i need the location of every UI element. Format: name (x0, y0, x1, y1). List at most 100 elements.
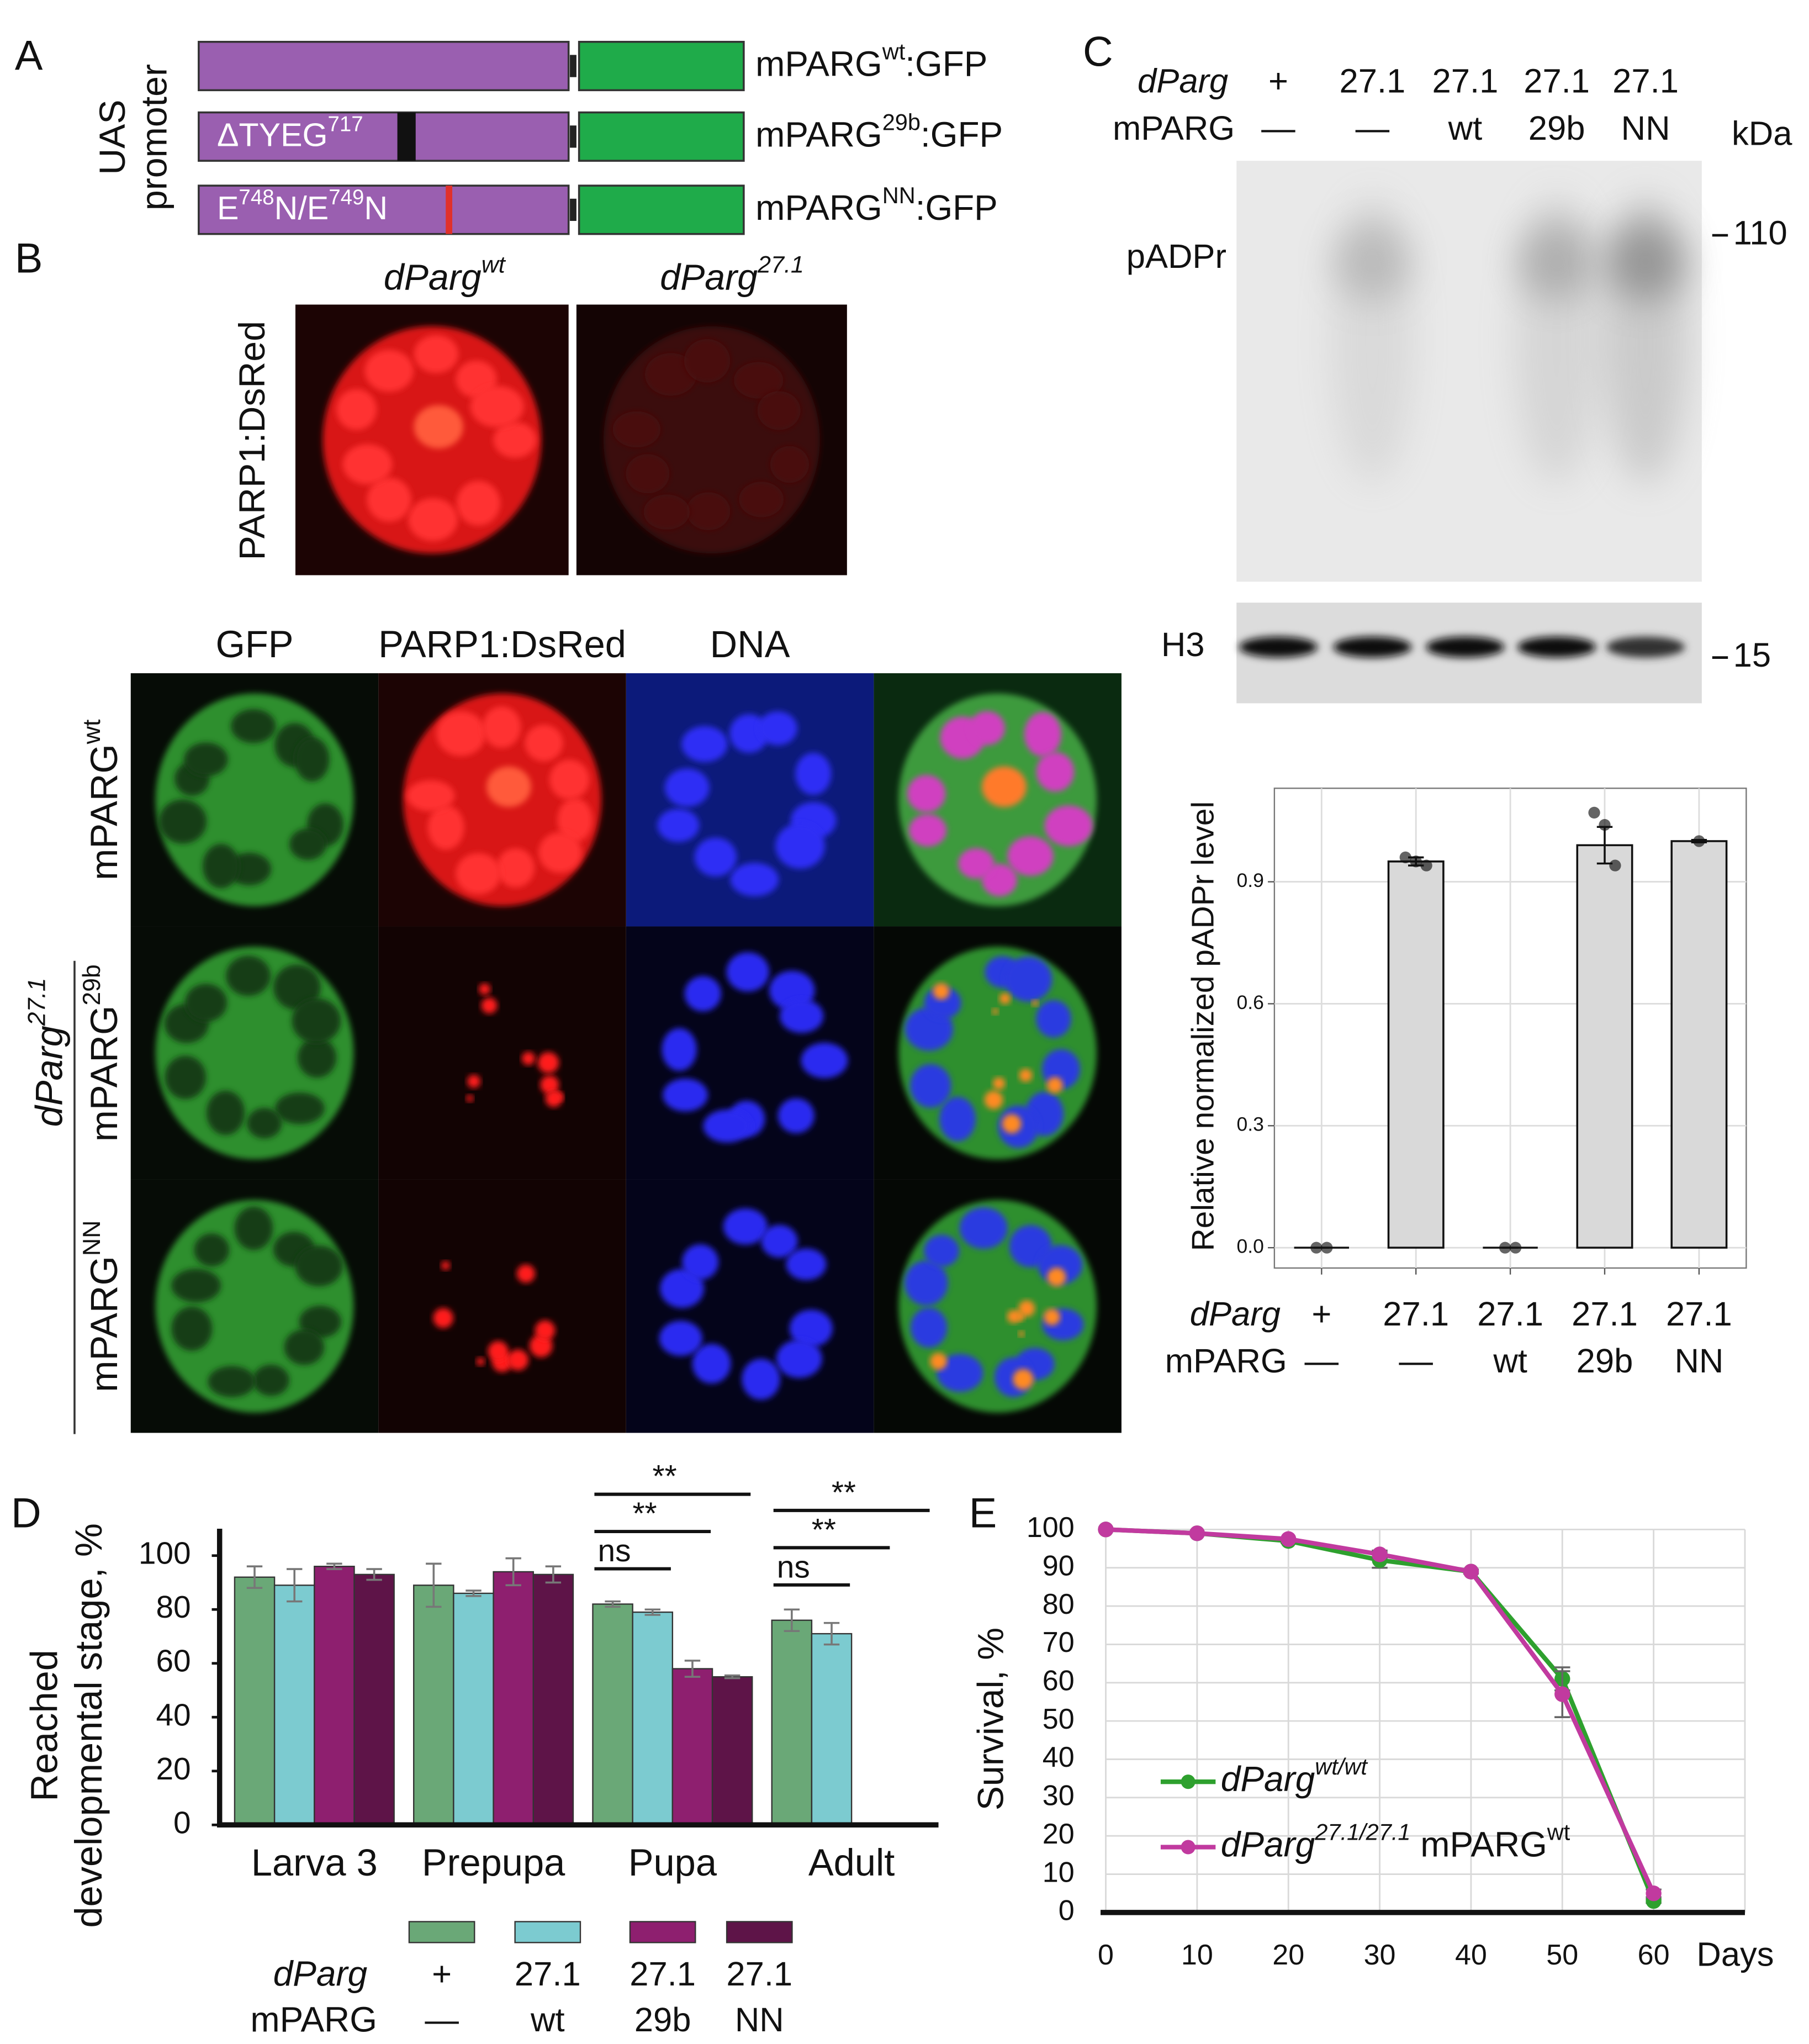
y-tick-label: 100 (1027, 1512, 1075, 1544)
legend-swatch (408, 1921, 475, 1943)
data-point (1310, 1242, 1323, 1254)
y-tick-label: 30 (1043, 1780, 1075, 1812)
x-tick-label: 10 (1181, 1939, 1213, 1971)
nucleus (644, 353, 697, 396)
y-axis-label: developmental stage, % (67, 1523, 110, 1927)
red-focus (507, 1349, 529, 1371)
parg-domain (198, 40, 570, 92)
nucleus (538, 832, 582, 873)
mutation-label: E748N/E749N (217, 186, 388, 226)
nucleus (408, 498, 458, 541)
micrograph (378, 1179, 626, 1433)
significance-label: ** (632, 1497, 657, 1531)
nucleus (275, 1092, 325, 1124)
nucleus (703, 1110, 752, 1143)
red-focus (1018, 1300, 1035, 1317)
red-focus (984, 1090, 1003, 1110)
x-tick-label: Adult (808, 1841, 895, 1884)
nucleus (776, 1339, 822, 1378)
genotype-header: dPargwt (384, 252, 506, 298)
red-focus (535, 1320, 556, 1341)
text-run: mPARG (755, 44, 882, 84)
data-point (1588, 806, 1600, 819)
nucleus (682, 1244, 719, 1280)
red-focus (537, 1052, 559, 1074)
x-tick-label: wt (1493, 1342, 1527, 1380)
text-run: ΔTYEG (217, 116, 328, 153)
bar (493, 1571, 534, 1826)
nucleus (684, 339, 731, 383)
lane-label: — (1261, 109, 1295, 147)
error-bar (287, 1568, 303, 1603)
nucleus (226, 955, 271, 996)
red-focus (1043, 1308, 1060, 1325)
bar (532, 1573, 574, 1826)
y-tick-label: 60 (156, 1644, 191, 1679)
nucleus (643, 494, 690, 530)
red-focus (488, 1341, 509, 1362)
text-run: mPARG (1411, 1824, 1547, 1864)
text-run: 749 (329, 186, 364, 209)
data-point (1609, 859, 1621, 872)
nucleus (208, 1366, 256, 1397)
promoter-label: promoter (134, 64, 175, 210)
x-tick-label: + (1311, 1295, 1331, 1333)
x-row-label: mPARG (1165, 1342, 1287, 1380)
bar (671, 1668, 713, 1826)
error-bar (605, 1600, 621, 1608)
nucleus (482, 706, 521, 748)
row-label: PARP1:DsRed (232, 321, 273, 560)
data-point (1693, 835, 1705, 847)
nucleus (937, 1354, 983, 1392)
text-run: 29b (78, 964, 105, 1005)
nucleus (758, 711, 797, 746)
x-tick-label: 60 (1638, 1939, 1670, 1971)
nucleus (427, 805, 464, 850)
lane-label: + (1268, 62, 1288, 101)
text-run: NN (882, 183, 916, 209)
data-point (1098, 1522, 1114, 1538)
nucleus (723, 1208, 768, 1245)
nucleus (761, 1224, 798, 1258)
row-label: mPARGNN (78, 1221, 125, 1392)
nucleus (692, 1344, 731, 1384)
image-background (378, 1179, 626, 1433)
y-tick-label: 100 (139, 1536, 191, 1571)
nucleus (789, 1309, 833, 1348)
y-tick-label: 80 (156, 1590, 191, 1625)
bar (453, 1592, 494, 1826)
data-point (1554, 1686, 1570, 1702)
bar (1670, 840, 1728, 1249)
bar (592, 1603, 633, 1826)
mutation-label: ΔTYEG717 (217, 112, 363, 153)
legend-label: + (432, 1955, 452, 1993)
image-background (378, 926, 626, 1180)
y-tick-label: 40 (1043, 1741, 1075, 1773)
nucleus (684, 976, 721, 1012)
nucleus (207, 1090, 245, 1135)
nucleus (907, 775, 946, 812)
nucleus (184, 742, 228, 777)
red-focus (466, 1095, 474, 1102)
nucleus (1007, 836, 1054, 876)
nucleus (730, 863, 779, 896)
lane-label: — (1356, 109, 1390, 147)
red-focus (479, 983, 491, 995)
data-point (1463, 1564, 1479, 1580)
y-tick-label: 80 (1043, 1588, 1075, 1620)
marker-label: 15 (1733, 636, 1771, 674)
data-point (1420, 859, 1432, 872)
micrograph (130, 1179, 379, 1433)
nucleus (284, 1329, 325, 1365)
panel-label: A (15, 33, 43, 80)
parg-domain (198, 111, 570, 162)
nucleus (726, 952, 769, 992)
genotype-header: dParg27.1 (660, 252, 804, 298)
legend-marker (1181, 1774, 1196, 1789)
nucleus (681, 726, 728, 762)
data-point (1599, 818, 1611, 831)
red-focus (1018, 1330, 1025, 1337)
red-focus (1019, 1069, 1033, 1082)
micrograph (130, 673, 379, 927)
